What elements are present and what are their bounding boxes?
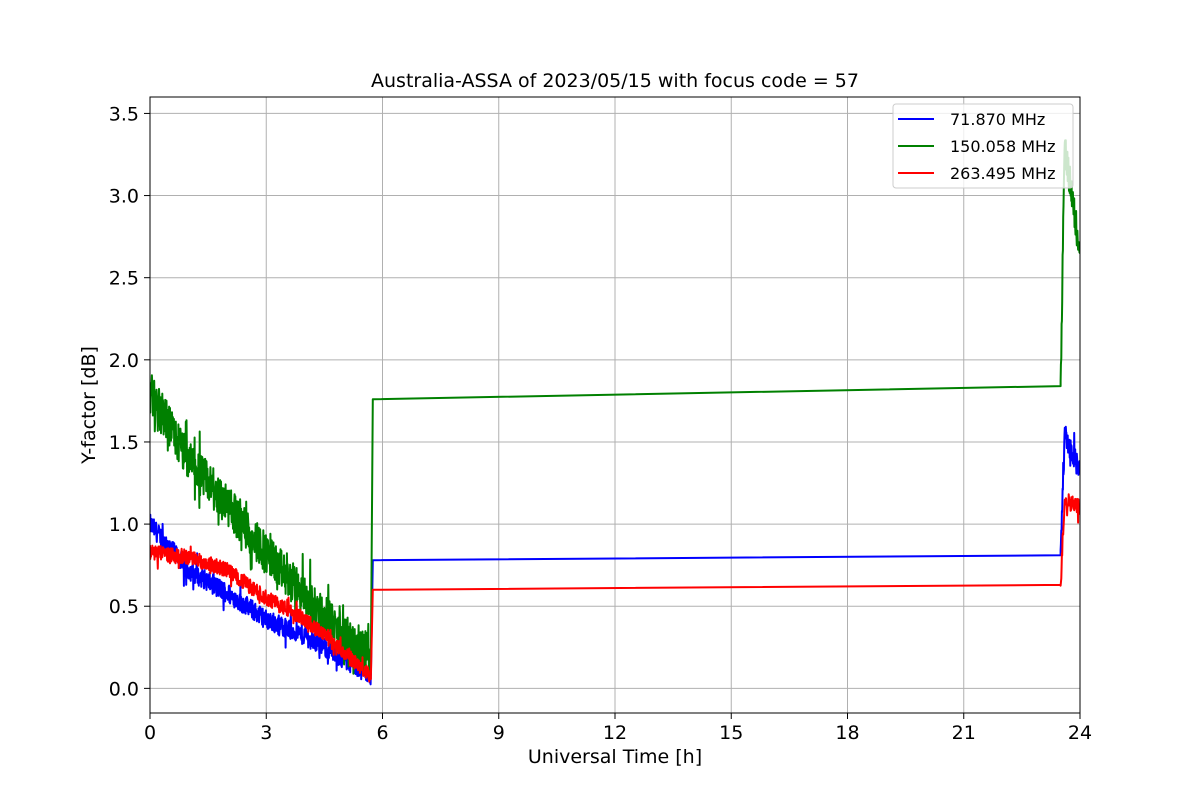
- legend: 71.870 MHz 150.058 MHz 263.495 MHz: [892, 103, 1074, 189]
- x-tick-label: 0: [144, 722, 156, 744]
- x-tick-label: 3: [260, 722, 272, 744]
- legend-label-2: 263.495 MHz: [950, 164, 1055, 183]
- y-tick-label: 0.0: [109, 678, 139, 700]
- y-tick-label: 3.0: [109, 186, 139, 208]
- series-lines: [150, 139, 1080, 686]
- series-line-2: [150, 493, 1080, 683]
- x-tick-label: 6: [376, 722, 388, 744]
- legend-label-1: 150.058 MHz: [950, 137, 1055, 156]
- x-tick-label: 9: [493, 722, 505, 744]
- x-tick-label: 21: [952, 722, 976, 744]
- x-tick-label: 12: [603, 722, 627, 744]
- y-tick-label: 3.5: [109, 103, 139, 125]
- y-tick-label: 0.5: [109, 596, 139, 618]
- x-tick-label: 18: [835, 722, 859, 744]
- chart-title: Australia-ASSA of 2023/05/15 with focus …: [371, 70, 859, 92]
- y-tick-label: 2.0: [109, 350, 139, 372]
- x-tick-label: 24: [1068, 722, 1092, 744]
- y-axis-label: Y-factor [dB]: [78, 346, 100, 465]
- y-axis-ticks: 0.0 0.5 1.0 1.5 2.0 2.5 3.0 3.5: [109, 103, 150, 700]
- series-line-1: [150, 139, 1080, 675]
- y-tick-label: 2.5: [109, 268, 139, 290]
- y-tick-label: 1.0: [109, 514, 139, 536]
- y-tick-label: 1.5: [109, 432, 139, 454]
- legend-label-0: 71.870 MHz: [950, 110, 1045, 129]
- legend-box: [892, 103, 1074, 189]
- x-axis-ticks: 0 3 6 9 12 15 18 21 24: [144, 713, 1092, 744]
- x-axis-label: Universal Time [h]: [528, 746, 702, 768]
- x-tick-label: 15: [719, 722, 743, 744]
